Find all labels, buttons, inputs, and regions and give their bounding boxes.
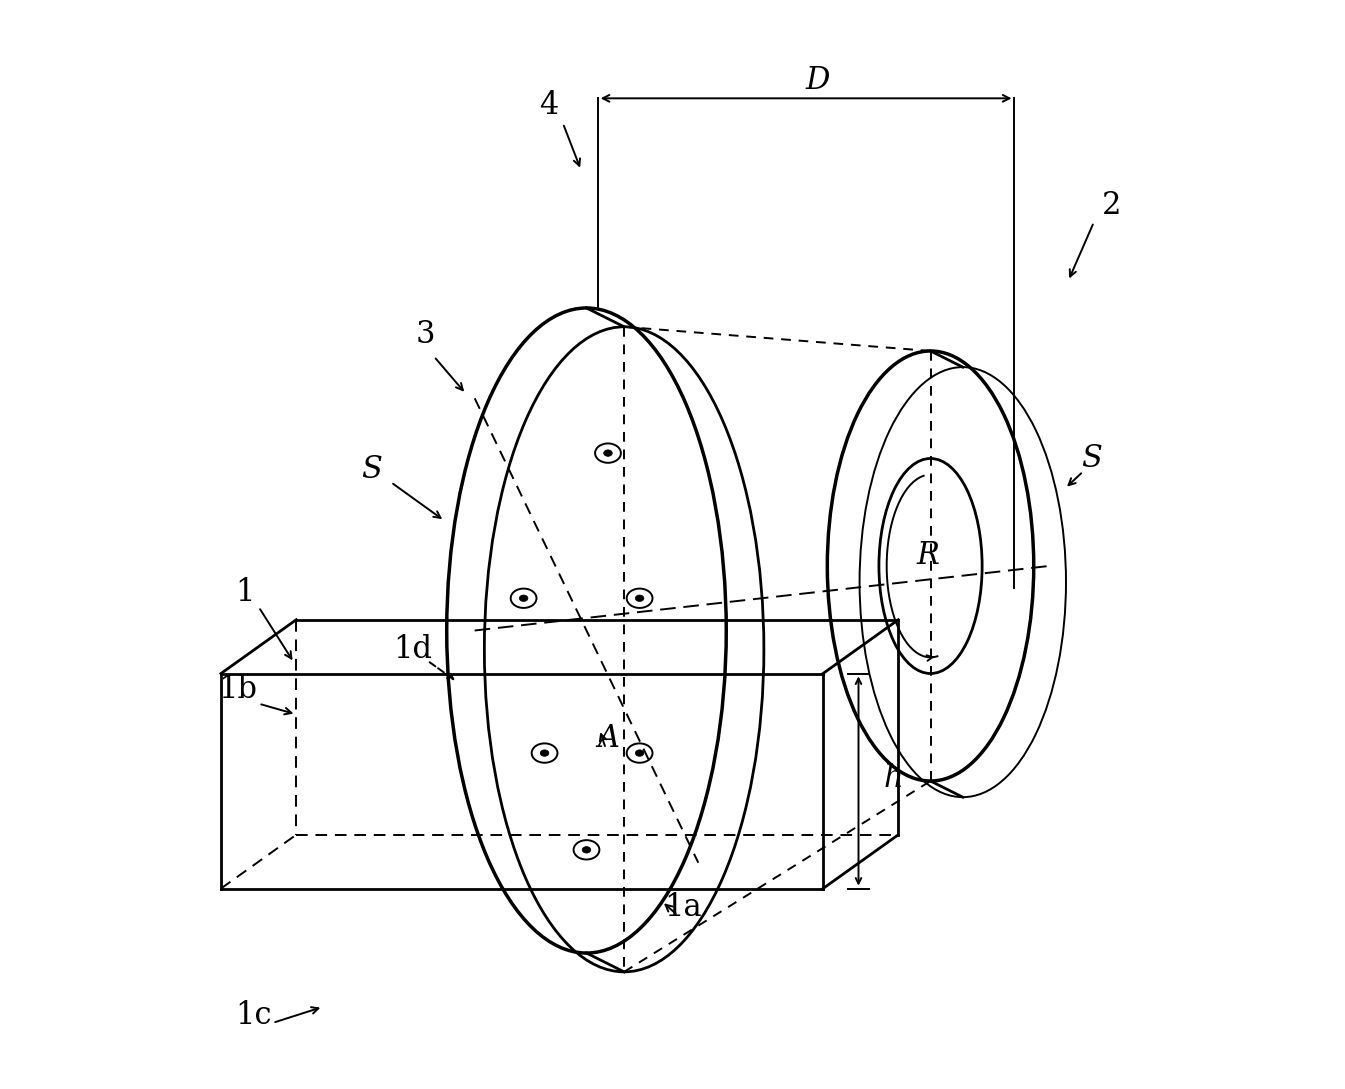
Ellipse shape xyxy=(635,595,644,601)
Ellipse shape xyxy=(604,450,612,456)
Text: 1c: 1c xyxy=(235,1000,272,1031)
Ellipse shape xyxy=(582,846,590,853)
Text: A: A xyxy=(597,722,619,754)
Ellipse shape xyxy=(541,750,549,756)
Text: 2: 2 xyxy=(1102,191,1120,221)
Text: S: S xyxy=(1081,443,1103,474)
Text: 1b: 1b xyxy=(219,674,258,706)
Text: 1: 1 xyxy=(235,577,254,609)
Text: D: D xyxy=(806,64,830,96)
Ellipse shape xyxy=(635,750,644,756)
Text: h: h xyxy=(884,763,902,794)
Text: 1a: 1a xyxy=(664,892,702,923)
Text: 4: 4 xyxy=(539,90,558,121)
Text: 3: 3 xyxy=(416,319,434,351)
Ellipse shape xyxy=(519,595,527,601)
Text: S: S xyxy=(360,454,382,485)
Text: R: R xyxy=(917,540,940,571)
Text: 1d: 1d xyxy=(393,635,432,665)
